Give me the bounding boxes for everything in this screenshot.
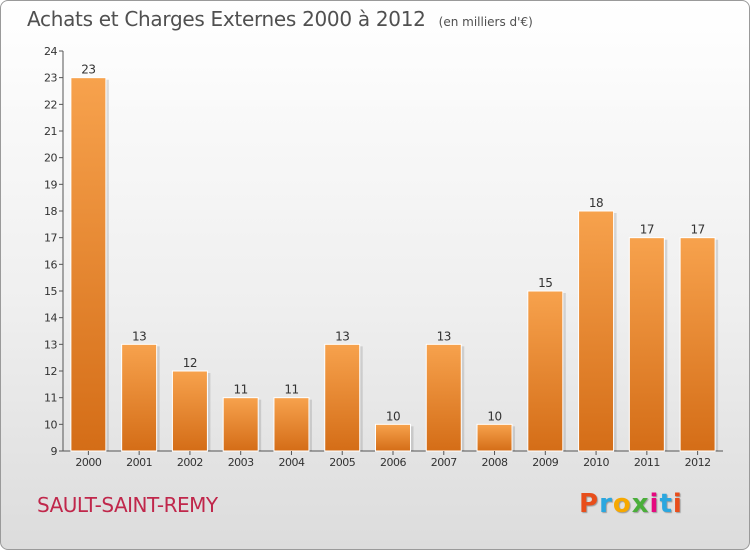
bar xyxy=(527,290,564,452)
y-tick-label: 13 xyxy=(44,338,57,351)
bar xyxy=(375,423,411,452)
brand-letter: r xyxy=(599,489,613,519)
bar xyxy=(171,370,208,452)
chart-unit: (en milliers d'€) xyxy=(438,15,533,29)
data-label: 17 xyxy=(640,223,654,237)
x-tick-label: 2010 xyxy=(583,456,609,469)
bar xyxy=(628,237,665,452)
brand-letter: o xyxy=(612,489,632,519)
data-label: 23 xyxy=(81,63,95,77)
x-tick-label: 2002 xyxy=(177,456,203,469)
y-tick-label: 9 xyxy=(51,445,58,458)
data-label: 13 xyxy=(437,329,451,343)
brand-letter: x xyxy=(631,489,650,519)
x-tick-label: 2007 xyxy=(431,456,457,469)
x-tick-label: 2004 xyxy=(278,456,304,469)
data-label: 11 xyxy=(284,383,298,397)
brand-letter: P xyxy=(579,489,600,519)
y-tick-label: 16 xyxy=(44,258,57,271)
bar xyxy=(578,210,615,452)
bar xyxy=(273,397,310,452)
x-tick-label: 2008 xyxy=(482,456,508,469)
y-tick-label: 11 xyxy=(44,392,57,405)
y-tick-label: 19 xyxy=(44,178,57,191)
x-tick-label: 2001 xyxy=(126,456,152,469)
x-tick-label: 2000 xyxy=(75,456,101,469)
town-name: SAULT-SAINT-REMY xyxy=(37,493,218,517)
data-label: 13 xyxy=(335,329,349,343)
y-tick-label: 17 xyxy=(44,232,57,245)
data-label: 11 xyxy=(234,383,248,397)
data-label: 10 xyxy=(386,409,400,423)
brand-logo: Proxiti xyxy=(579,489,683,519)
y-tick-label: 23 xyxy=(44,72,57,85)
x-tick-label: 2003 xyxy=(228,456,254,469)
bar xyxy=(121,343,158,452)
bar xyxy=(324,343,361,452)
y-tick-label: 22 xyxy=(44,98,57,111)
y-tick-label: 15 xyxy=(44,285,57,298)
y-tick-label: 10 xyxy=(44,418,57,431)
x-tick-label: 2012 xyxy=(685,456,711,469)
bar xyxy=(679,237,716,452)
data-label: 15 xyxy=(538,276,552,290)
brand-letter: i xyxy=(649,489,660,519)
chart-title: Achats et Charges Externes 2000 à 2012 (… xyxy=(27,7,533,31)
x-tick-label: 2011 xyxy=(634,456,660,469)
brand-letter: t xyxy=(659,489,673,519)
bar xyxy=(222,397,259,452)
y-tick-label: 20 xyxy=(44,152,57,165)
brand-letter: i xyxy=(672,489,683,519)
y-tick-label: 14 xyxy=(44,312,57,325)
data-label: 18 xyxy=(589,196,603,210)
bar xyxy=(425,343,462,452)
x-tick-label: 2006 xyxy=(380,456,406,469)
data-label: 17 xyxy=(690,223,704,237)
bar xyxy=(476,423,513,452)
data-label: 12 xyxy=(183,356,197,370)
y-tick-label: 18 xyxy=(44,205,57,218)
bar xyxy=(70,77,107,452)
y-tick-label: 12 xyxy=(44,365,57,378)
y-tick-label: 21 xyxy=(44,125,57,138)
data-label: 10 xyxy=(487,409,501,423)
x-tick-label: 2005 xyxy=(329,456,355,469)
chart-title-main: Achats et Charges Externes 2000 à 2012 xyxy=(27,7,426,31)
data-label: 13 xyxy=(132,329,146,343)
x-tick-label: 2009 xyxy=(532,456,558,469)
y-tick-label: 24 xyxy=(44,45,57,58)
